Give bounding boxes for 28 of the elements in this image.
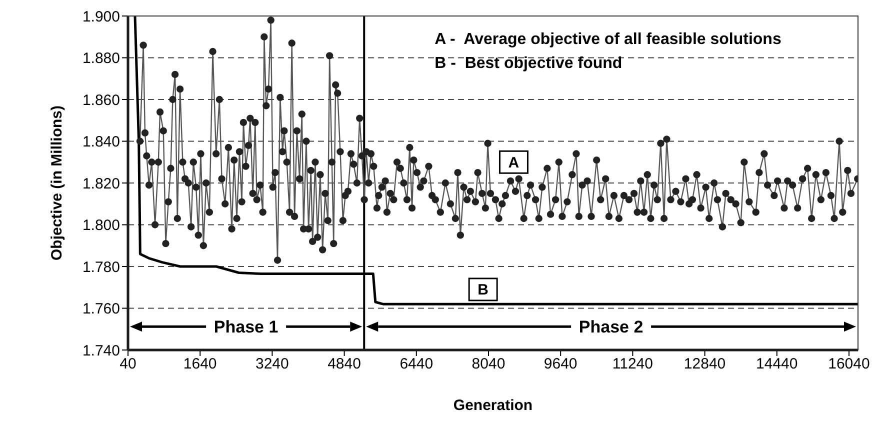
annotation: Phase 2 [578,318,644,337]
y-tick-label: 1.900 [82,8,120,26]
x-tick-label: 14440 [756,356,798,373]
x-tick-label: 11240 [612,356,653,373]
annotation: B - Best objective found [434,55,622,72]
x-tick-label: 12840 [684,356,726,373]
x-tick-label: 9640 [544,356,578,373]
x-tick-label: 8040 [472,356,506,373]
x-tick-label: 4840 [328,356,361,373]
y-tick-label: 1.840 [82,134,120,151]
annotation: A - Average objective of all feasible solutions [434,31,782,48]
y-tick-label: 1.740 [82,342,120,360]
annotation: A [508,154,520,172]
x-axis-title: Generation [453,397,533,414]
y-tick-label: 1.820 [82,175,120,192]
y-tick-label: 1.800 [82,217,120,234]
y-axis-title: Objective (in Millions) [48,105,66,261]
x-tick-label: 1640 [183,356,217,373]
annotation: B [478,282,489,299]
y-tick-label: 1.860 [82,92,120,109]
x-tick-label: 3240 [256,356,289,373]
y-tick-label: 1.880 [82,50,120,68]
y-tick-label: 1.760 [82,300,120,318]
x-tick-label: 40 [120,356,136,373]
annotation: Phase 1 [214,318,278,337]
x-tick-label: 16040 [828,356,870,373]
x-tick-label: 6440 [400,356,434,373]
y-tick-label: 1.780 [82,258,120,276]
